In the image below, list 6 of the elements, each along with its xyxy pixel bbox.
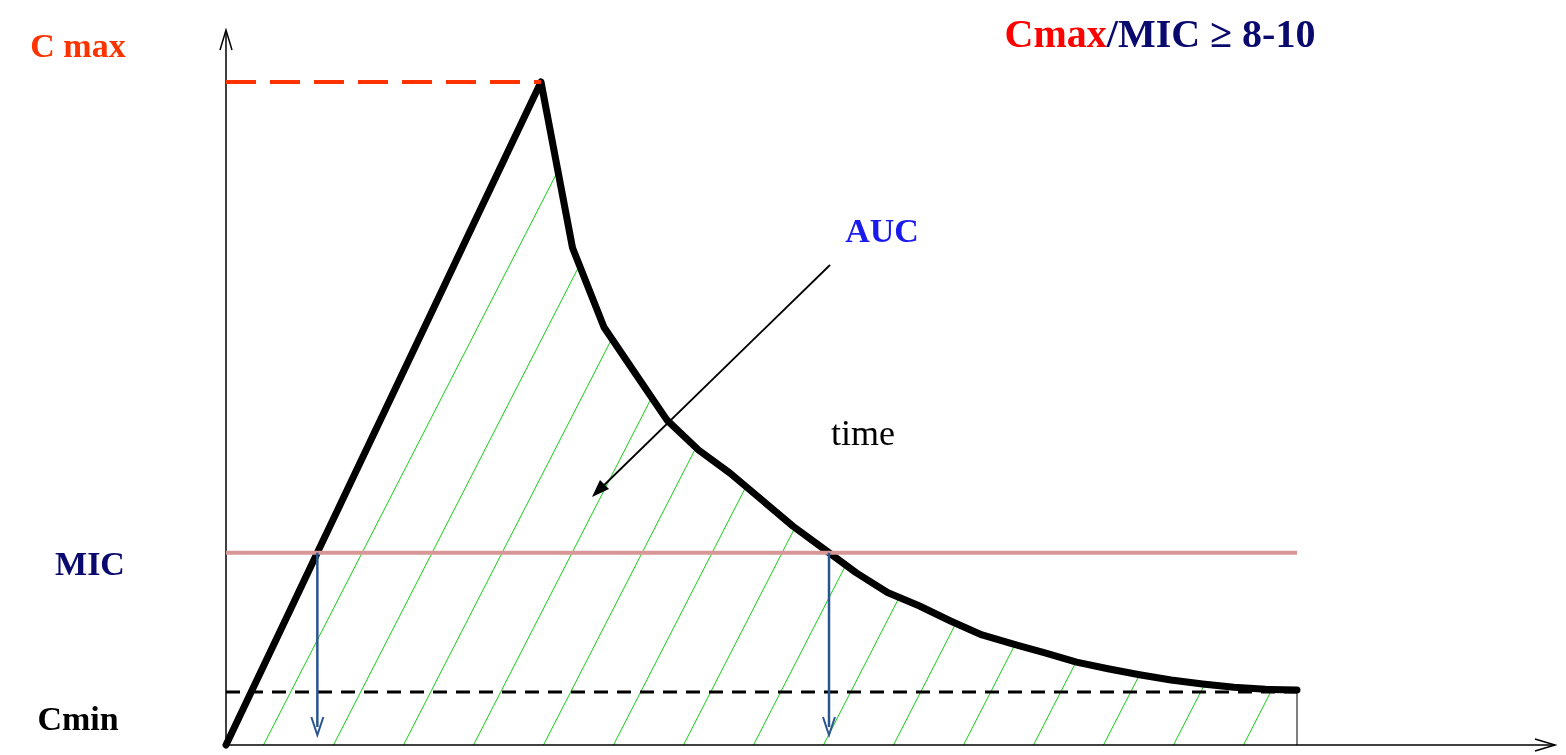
annotation: AUC bbox=[845, 212, 919, 249]
chart-title: Cmax/MIC ≥ 8-10 bbox=[1004, 11, 1316, 56]
ref-line-label: MIC bbox=[55, 544, 125, 582]
ref-line-label: C max bbox=[30, 27, 126, 64]
annotation: time bbox=[831, 413, 895, 453]
ref-line-label: Cmin bbox=[37, 699, 119, 737]
